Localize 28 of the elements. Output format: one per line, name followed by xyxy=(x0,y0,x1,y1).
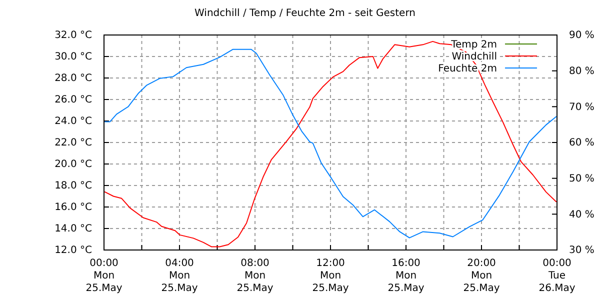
chart-title: Windchill / Temp / Feuchte 2m - seit Gestern xyxy=(194,8,416,19)
x-tick-label: 00:00 Mon 25.May xyxy=(86,258,122,294)
x-tick-label: 08:00 Mon 25.May xyxy=(236,258,274,294)
y2-tick-label: 50 % xyxy=(569,174,594,185)
y-tick-label: 14.0 °C xyxy=(54,224,92,235)
y-tick-label: 26.0 °C xyxy=(54,94,92,106)
y-tick-label: 30.0 °C xyxy=(54,52,92,63)
x-tick-label: 12:00 Mon 25.May xyxy=(312,258,349,294)
y-tick-label: 24.0 °C xyxy=(54,116,92,128)
y2-tick-label: 90 % xyxy=(569,30,594,42)
x-tick-label: 00:00 Tue 26.May xyxy=(538,258,576,294)
y2-tick-label: 40 % xyxy=(569,209,594,220)
x-tick-label: 04:00 Mon 25.May xyxy=(161,258,198,294)
y-tick-label: 16.0 °C xyxy=(54,202,92,214)
y2-tick-label: 80 % xyxy=(569,66,594,78)
y2-tick-label: 60 % xyxy=(569,138,594,149)
x-tick-label: 20:00 Mon 25.May xyxy=(463,258,500,294)
y-tick-label: 28.0 °C xyxy=(54,73,92,84)
y-tick-label: 12.0 °C xyxy=(54,245,92,256)
y-tick-label: 20.0 °C xyxy=(54,159,92,170)
legend-label: Feuchte 2m xyxy=(438,64,497,74)
y-tick-label: 18.0 °C xyxy=(54,180,92,192)
y2-tick-label: 30 % xyxy=(569,245,594,256)
legend-label: Temp 2m xyxy=(450,40,497,50)
y-tick-label: 22.0 °C xyxy=(54,138,92,149)
x-tick-label: 16:00 Mon 25.May xyxy=(388,258,424,294)
y-tick-label: 32.0 °C xyxy=(54,30,92,42)
y2-tick-label: 70 % xyxy=(569,102,594,113)
